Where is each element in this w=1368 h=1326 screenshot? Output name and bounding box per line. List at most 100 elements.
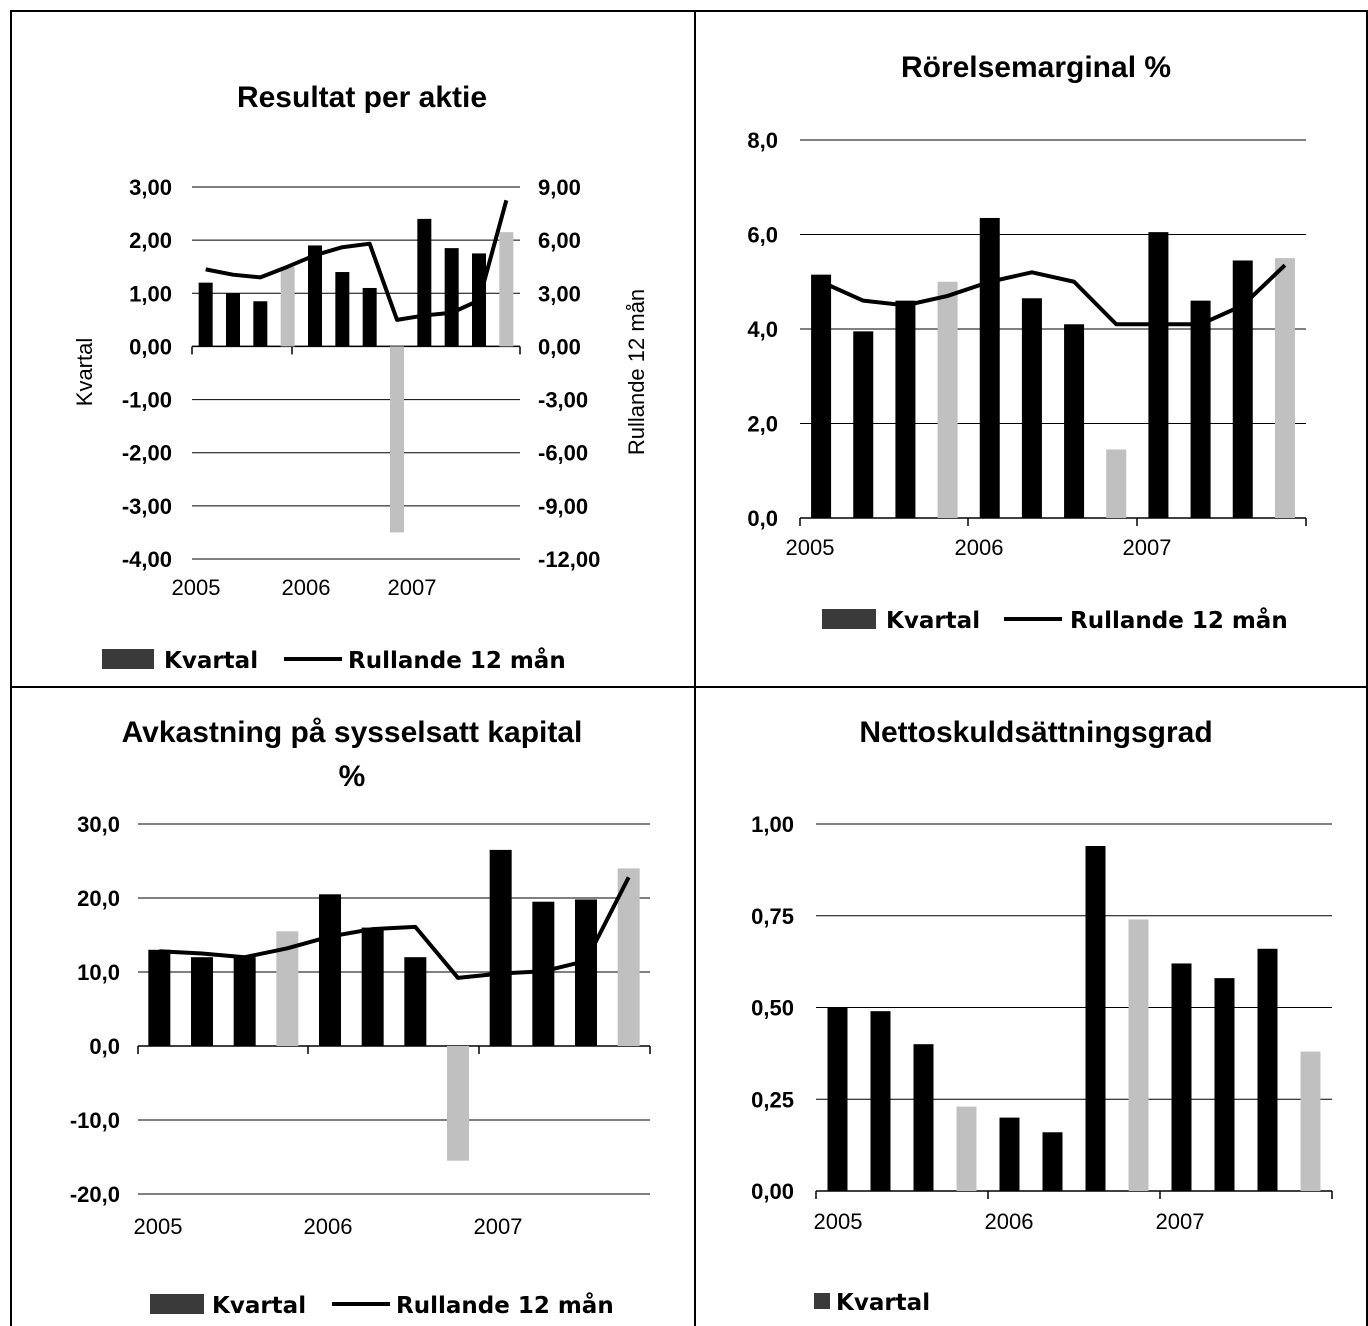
y-tick-label: 10,0 — [77, 960, 120, 985]
chart-title: Nettoskuldsättningsgrad — [859, 716, 1212, 749]
bar-kvartal — [1214, 978, 1235, 1191]
chart-title: Resultat per aktie — [237, 81, 487, 114]
bar-kvartal — [280, 266, 295, 347]
chart-title: Rörelsemarginal % — [901, 51, 1171, 84]
y-tick-label: 0,00 — [129, 334, 172, 359]
bar-kvartal — [319, 894, 341, 1046]
y2-tick-label: -6,00 — [538, 441, 588, 466]
chart-title: Avkastning på sysselsatt kapital — [122, 716, 583, 749]
bar-kvartal — [499, 232, 514, 347]
bar-kvartal — [1274, 258, 1295, 518]
bar-kvartal — [811, 274, 832, 518]
y-tick-label: 8,0 — [747, 128, 778, 153]
x-tick-label: 2005 — [134, 1214, 183, 1239]
bar-kvartal — [1064, 324, 1085, 518]
y-tick-label: 0,25 — [751, 1087, 794, 1112]
legend-label-rullande: Rullande 12 mån — [396, 1292, 614, 1319]
legend-label-kvartal: Kvartal — [836, 1290, 930, 1316]
y-tick-label: -20,0 — [70, 1182, 120, 1207]
chart-panel-avkastning: Avkastning på sysselsatt kapital% 30,0 20,… — [10, 686, 696, 1326]
chart-resultat-per-aktie: Resultat per aktie 3,00 9,00 2,00 6,00 1,00 3,… — [72, 81, 649, 674]
bar-kvartal — [1232, 260, 1253, 518]
line-rullande-12-man — [205, 199, 509, 322]
bar-kvartal — [956, 1106, 977, 1191]
bar-kvartal — [1021, 298, 1042, 518]
y-tick-label: 6,0 — [747, 223, 778, 248]
legend-label-kvartal: Kvartal — [886, 608, 980, 634]
bar-kvartal — [226, 293, 240, 347]
bar-kvartal — [489, 849, 512, 1046]
legend-label-kvartal: Kvartal — [212, 1293, 306, 1319]
bar-kvartal — [253, 301, 268, 347]
chart-avkastning: Avkastning på sysselsatt kapital% 30,0 20,… — [70, 716, 651, 1319]
legend-label-kvartal: Kvartal — [164, 648, 258, 674]
y-tick-label: -4,00 — [122, 547, 172, 572]
x-tick-label: 2006 — [282, 575, 331, 600]
bar-kvartal — [1128, 919, 1149, 1191]
bar-kvartal — [390, 346, 404, 533]
y-tick-label: 0,50 — [751, 996, 794, 1021]
bar-kvartal — [233, 957, 256, 1046]
bar-kvartal — [979, 217, 1000, 518]
x-tick-label: 2007 — [1156, 1209, 1205, 1234]
y-tick-label: -2,00 — [122, 441, 172, 466]
x-tick-label: 2005 — [172, 575, 221, 600]
y2-tick-label: -9,00 — [538, 494, 588, 519]
bar-kvartal — [895, 300, 916, 518]
y2-tick-label: 6,00 — [538, 228, 581, 253]
chart-rorelsemarginal: Rörelsemarginal % 8,0 6,0 4,0 2,0 0,0 2005 2006… — [747, 51, 1307, 634]
y-tick-label: 20,0 — [77, 886, 120, 911]
x-tick-label: 2007 — [1123, 535, 1172, 560]
y-tick-label: 0,00 — [751, 1179, 794, 1204]
legend-swatch-kvartal — [822, 609, 876, 629]
legend-label-rullande: Rullande 12 mån — [348, 647, 566, 674]
y-tick-label: 0,0 — [747, 506, 778, 531]
y2-tick-label: 0,00 — [538, 334, 581, 359]
y-tick-label: 0,75 — [751, 904, 794, 929]
bar-kvartal — [361, 927, 384, 1046]
bar-kvartal — [444, 248, 459, 347]
y2-tick-label: -12,00 — [538, 547, 600, 572]
line-rullande-12-man — [159, 876, 631, 980]
bar-kvartal — [937, 281, 958, 518]
bar-kvartal — [999, 1117, 1020, 1191]
y-tick-label: 30,0 — [77, 812, 120, 837]
y-tick-label: 1,00 — [129, 281, 172, 306]
bar-kvartal — [148, 949, 171, 1046]
y2-tick-label: 9,00 — [538, 175, 581, 200]
bar-kvartal — [198, 282, 213, 347]
y-tick-label: 3,00 — [129, 175, 172, 200]
line-rullande-12-man — [820, 263, 1287, 327]
bar-kvartal — [1106, 449, 1127, 518]
y-tick-label: 1,00 — [751, 812, 794, 837]
y-tick-label: -10,0 — [70, 1108, 120, 1133]
bar-kvartal — [827, 1007, 848, 1191]
bar-kvartal — [1171, 963, 1192, 1191]
y-tick-label: -3,00 — [122, 494, 172, 519]
y2-tick-label: 3,00 — [538, 281, 581, 306]
chart-panel-nettoskuldsattningsgrad: Nettoskuldsättningsgrad 1,00 0,75 0,50 0,25 0… — [694, 686, 1368, 1326]
legend-swatch-kvartal — [150, 1294, 204, 1314]
bar-kvartal — [617, 868, 640, 1046]
chart-title: % — [339, 760, 366, 793]
bar-kvartal — [1148, 232, 1169, 518]
y2-axis-label: Rullande 12 mån — [624, 289, 649, 455]
x-tick-label: 2006 — [985, 1209, 1034, 1234]
bar-kvartal — [1300, 1051, 1321, 1191]
x-tick-label: 2007 — [388, 575, 437, 600]
bar-kvartal — [1257, 948, 1278, 1191]
x-tick-label: 2007 — [474, 1214, 523, 1239]
bar-kvartal — [308, 245, 322, 347]
x-tick-label: 2006 — [955, 535, 1004, 560]
bar-kvartal — [1190, 300, 1211, 518]
bar-kvartal — [1085, 846, 1106, 1191]
bar-kvartal — [870, 1011, 891, 1191]
x-tick-label: 2006 — [304, 1214, 353, 1239]
y-tick-label: 0,0 — [89, 1034, 120, 1059]
x-tick-label: 2005 — [814, 1209, 863, 1234]
bar-kvartal — [362, 287, 377, 347]
bar-kvartal — [532, 901, 555, 1046]
chart-panel-rorelsemarginal: Rörelsemarginal % 8,0 6,0 4,0 2,0 0,0 2005 2006… — [694, 10, 1368, 688]
legend-swatch-kvartal — [814, 1293, 830, 1309]
